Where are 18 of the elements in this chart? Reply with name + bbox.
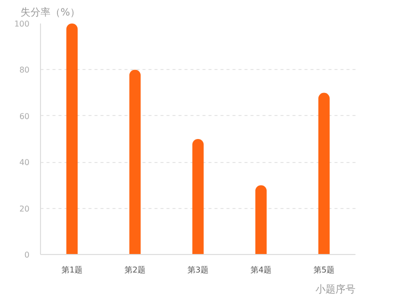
bar <box>66 24 78 254</box>
bar <box>129 70 141 254</box>
bar <box>255 185 267 254</box>
y-tick-label: 100 <box>14 20 30 28</box>
x-tick-label: 第1题 <box>61 266 83 274</box>
x-axis-title: 小题序号 <box>316 284 356 296</box>
y-tick-label: 80 <box>19 66 30 75</box>
bar <box>192 139 204 254</box>
x-tick-label: 第5题 <box>313 266 335 274</box>
y-tick-label: 40 <box>19 158 30 168</box>
y-tick-label: 0 <box>24 250 30 260</box>
bar <box>318 92 330 254</box>
y-tick-label: 20 <box>19 204 30 214</box>
x-tick-label: 第2题 <box>124 266 146 274</box>
x-tick-label: 第3题 <box>187 266 209 274</box>
y-axis-title: 失分率（%） <box>20 6 80 18</box>
x-tick-label: 第4题 <box>250 266 272 274</box>
y-tick-label: 60 <box>19 112 30 121</box>
